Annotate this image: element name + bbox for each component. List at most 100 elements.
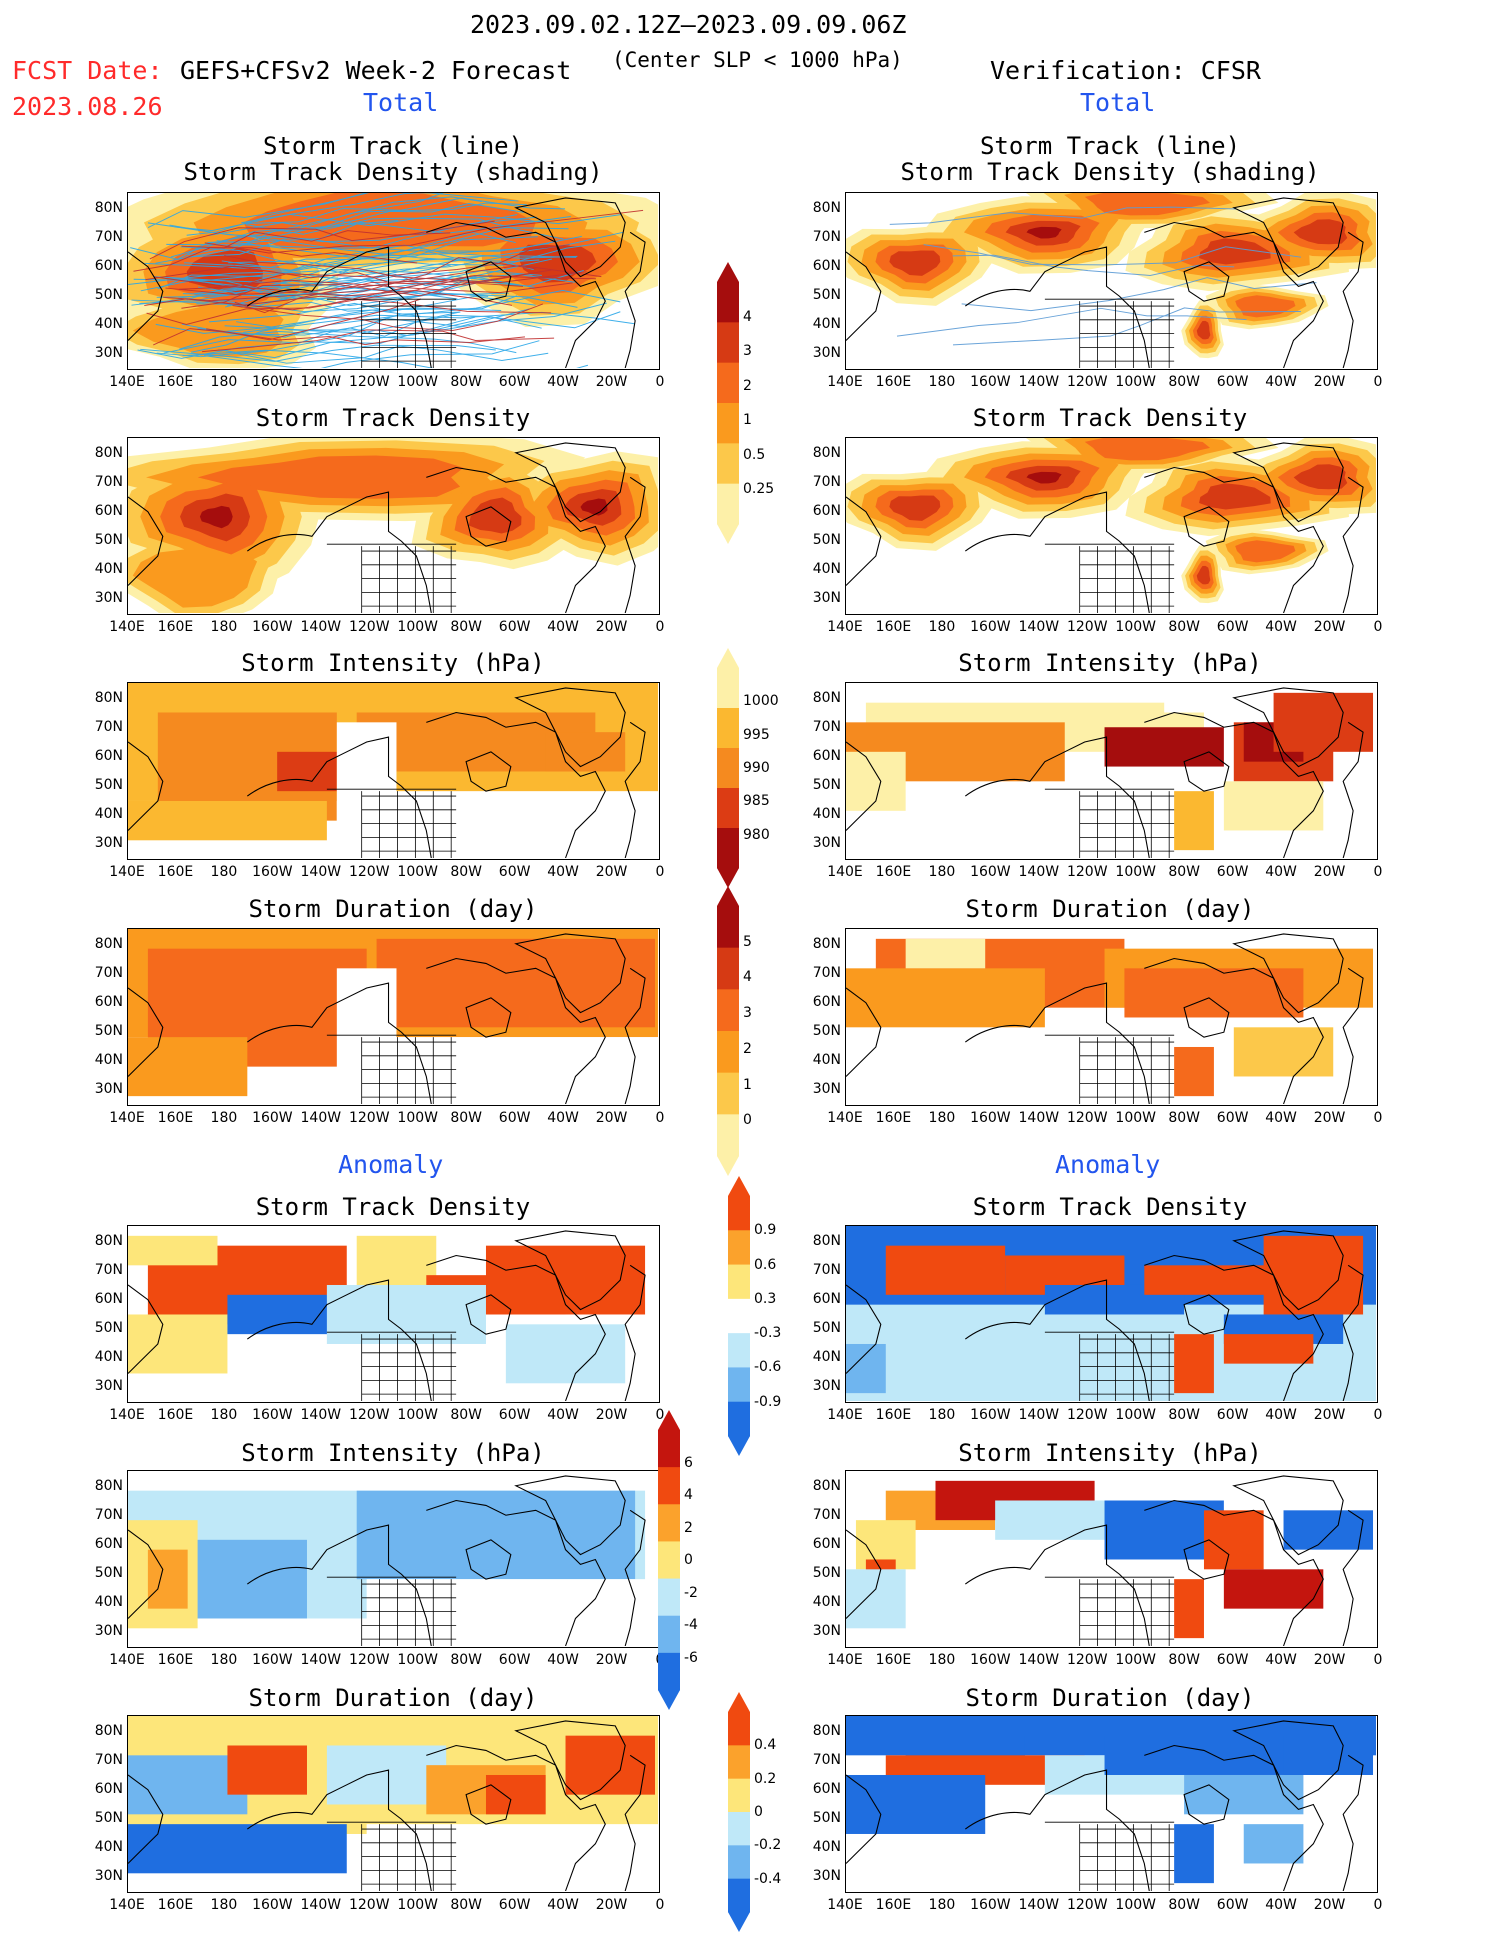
map-l6-intensity-anom-lon-tick: 160E — [157, 1652, 194, 1668]
colorbar-duration-anom — [728, 1692, 750, 1936]
map-r6-intensity-anom-lat-tick: 80N — [812, 1478, 841, 1494]
shade-cell — [1223, 1334, 1314, 1364]
map-r7-duration-anom-lon-tick: 100W — [1115, 1897, 1156, 1913]
map-l3-intensity-lon-tick: 160W — [252, 864, 293, 880]
map-r6-intensity-anom-lon-tick: 100W — [1115, 1652, 1156, 1668]
map-r6-intensity-anom-lon-tick: 120W — [1066, 1652, 1108, 1668]
colorbar-intensity-anom — [658, 1410, 680, 1714]
colorbar-intensity-anom-label: -6 — [684, 1649, 698, 1666]
map-l1-track-lat-tick: 30N — [94, 345, 123, 361]
map-r5-density-anom-lat-tick: 40N — [812, 1349, 841, 1365]
map-r7-duration-anom-lon-tick: 160W — [970, 1897, 1011, 1913]
fcst-date-value: 2023.08.26 — [12, 92, 163, 121]
map-r1-track-lat-tick: 60N — [812, 258, 841, 274]
shade-cell — [905, 938, 986, 969]
map-r2-density-lon-tick: 160E — [875, 619, 912, 635]
map-l7-duration-anom — [127, 1715, 660, 1893]
colorbar-segment — [717, 483, 739, 525]
map-l6-intensity-anom-lon-tick: 160W — [252, 1652, 293, 1668]
map-l1-track-lat-tick: 70N — [94, 229, 123, 245]
map-l6-intensity-anom-lon-tick: 180 — [210, 1652, 238, 1668]
map-r5-density-anom-lon-tick: 20W — [1313, 1407, 1346, 1423]
map-l4-duration — [127, 928, 660, 1106]
map-l7-duration-anom-lat-tick: 50N — [94, 1810, 123, 1826]
map-l3-intensity-lon-tick: 60W — [498, 864, 531, 880]
colorbar-segment — [717, 1031, 739, 1074]
map-l3-intensity-lon-tick: 180 — [210, 864, 238, 880]
shade-cell — [505, 1324, 626, 1384]
map-l4-duration-lon-tick: 160E — [157, 1110, 194, 1126]
colorbar-segment — [728, 1812, 750, 1846]
map-l5-density-anom-lat-tick: 80N — [94, 1233, 123, 1249]
map-r2-density — [845, 437, 1378, 615]
title-r3: Storm Intensity (hPa) — [958, 649, 1262, 677]
colorbar-duration-anom-label: 0.4 — [754, 1737, 777, 1754]
title-r4: Storm Duration (day) — [965, 895, 1255, 923]
colorbar-intensity-anom-label: -2 — [684, 1584, 698, 1601]
map-r5-density-anom-lat-tick: 60N — [812, 1291, 841, 1307]
map-l6-intensity-anom-svg — [128, 1471, 658, 1646]
map-r6-intensity-anom-lat-tick: 70N — [812, 1507, 841, 1523]
map-r2-density-lon-tick: 160W — [970, 619, 1011, 635]
no-data — [366, 1037, 658, 1104]
map-l1-track-lon-tick: 80W — [450, 374, 482, 390]
colorbar-segment — [728, 1367, 750, 1403]
map-l6-intensity-anom-lat-tick: 60N — [94, 1536, 123, 1552]
map-l5-density-anom-lon-tick: 160E — [157, 1407, 194, 1423]
map-l5-density-anom-lon-tick: 80W — [450, 1407, 482, 1423]
map-r1-track-lon-tick: 140W — [1018, 374, 1060, 390]
colorbar-segment — [717, 989, 739, 1032]
map-l5-density-anom-lon-tick: 180 — [210, 1407, 238, 1423]
title-l1-b: Storm Track Density (shading) — [183, 158, 603, 186]
map-l6-intensity-anom — [127, 1470, 660, 1648]
shade-cell — [187, 1539, 307, 1619]
map-r1-track-svg — [846, 193, 1376, 368]
map-r2-density-lon-tick: 140W — [1018, 619, 1060, 635]
shade-cell — [1233, 1027, 1334, 1077]
colorbar-segment — [728, 1401, 750, 1437]
map-r3-intensity-lat-tick: 60N — [812, 748, 841, 764]
colorbar-segment — [658, 1652, 680, 1691]
colorbar-segment — [717, 403, 739, 444]
section-total-right: Total — [1080, 88, 1156, 117]
map-r2-density-lon-tick: 40W — [1265, 619, 1297, 635]
colorbar-density-anom-label: 0.6 — [754, 1256, 777, 1273]
shade-cell — [128, 1314, 228, 1374]
colorbar-arrow-bottom — [717, 1156, 739, 1176]
map-l1-track-lat-tick: 60N — [94, 258, 123, 274]
map-r1-track-lon-tick: 60W — [1216, 374, 1249, 390]
title-l5: Storm Track Density — [255, 1193, 531, 1221]
no-data — [366, 791, 658, 858]
map-l4-duration-lon-tick: 100W — [397, 1110, 438, 1126]
map-r4-duration-lon-tick: 40W — [1265, 1110, 1297, 1126]
map-l7-duration-anom-lon-tick: 120W — [348, 1897, 390, 1913]
map-r3-intensity-lon-tick: 0 — [1373, 864, 1383, 880]
map-r1-track-lat-tick: 40N — [812, 316, 841, 332]
map-r7-duration-anom-lon-tick: 140E — [827, 1897, 863, 1913]
colorbar-segment — [658, 1578, 680, 1617]
colorbar-segment — [717, 282, 739, 323]
coastline — [846, 1475, 1364, 1646]
map-l6-intensity-anom-lat-tick: 80N — [94, 1478, 123, 1494]
colorbar-arrow-bottom — [717, 524, 739, 544]
map-r1-track-lon-tick: 100W — [1115, 374, 1156, 390]
map-r1-track-lon-tick: 20W — [1313, 374, 1346, 390]
map-r6-intensity-anom-lon-tick: 60W — [1216, 1652, 1249, 1668]
map-l2-density-lat-tick: 70N — [94, 474, 123, 490]
colorbar-intensity-total-label: 995 — [743, 726, 770, 743]
map-r4-duration-lat-tick: 70N — [812, 965, 841, 981]
title-l6: Storm Intensity (hPa) — [241, 1439, 545, 1467]
map-r7-duration-anom-lon-tick: 0 — [1373, 1897, 1383, 1913]
coastline — [128, 933, 646, 1104]
colorbar-arrow-top — [717, 886, 739, 906]
map-l6-intensity-anom-lon-tick: 20W — [595, 1652, 628, 1668]
title-l7: Storm Duration (day) — [248, 1684, 538, 1712]
shade-cell — [1104, 1735, 1304, 1775]
map-r1-track-lat-tick: 80N — [812, 200, 841, 216]
map-r4-duration-lon-tick: 0 — [1373, 1110, 1383, 1126]
shade-cell — [227, 1294, 337, 1335]
map-r2-density-lat-tick: 30N — [812, 590, 841, 606]
map-l6-intensity-anom-lat-tick: 40N — [94, 1594, 123, 1610]
colorbar-arrow-bottom — [717, 868, 739, 888]
map-r5-density-anom-lon-tick: 0 — [1373, 1407, 1383, 1423]
